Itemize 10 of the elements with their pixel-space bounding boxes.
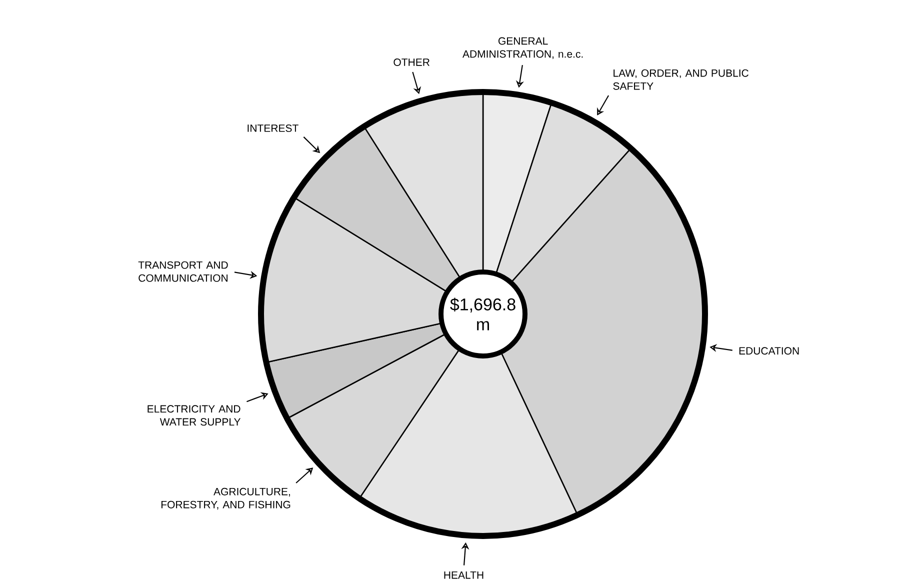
slice-label: GENERAL ADMINISTRATION, n.e.c.: [462, 37, 583, 60]
text: $1,696.8 m: [450, 298, 516, 330]
legend-label: EDUCATION: [739, 347, 799, 355]
slice-label: TRANSPORT AND COMMUNICATION: [138, 262, 228, 282]
slice-label: AGRICULTURE, FORESTRY, AND FISHING: [161, 488, 290, 510]
slice-label: HEALTH: [444, 572, 484, 579]
slice-label: LAW, ORDER, AND PUBLIC SAFETY: [613, 70, 748, 90]
slice-label: INTEREST: [248, 124, 298, 132]
slice-label: OTHER: [394, 58, 430, 66]
slice-label: ELECTRICITY AND WATER SUPPLY: [148, 405, 241, 426]
